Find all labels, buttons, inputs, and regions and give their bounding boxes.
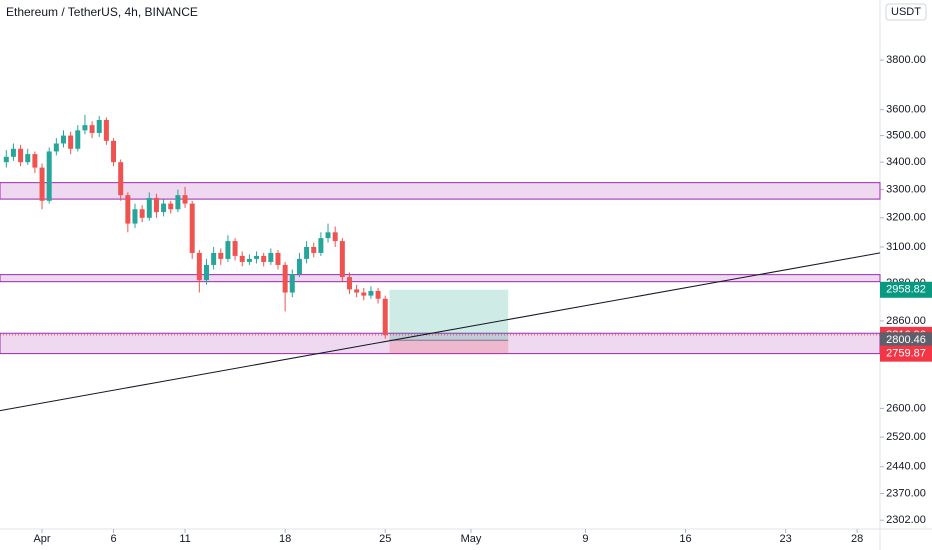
- x-tick-label: 25: [379, 533, 391, 545]
- x-tick-label: 28: [851, 533, 863, 545]
- candle-body: [268, 252, 274, 262]
- candle-body: [282, 264, 288, 293]
- x-tick-label: 18: [279, 533, 291, 545]
- candle-body: [232, 241, 238, 256]
- y-tick-label: 3200.00: [886, 212, 926, 224]
- position-stop: [389, 340, 509, 354]
- price-label: 2759.87: [886, 348, 926, 360]
- y-tick-label: 2370.00: [886, 487, 926, 499]
- y-tick-label: 3800.00: [886, 54, 926, 66]
- zone: [0, 274, 881, 283]
- candle-body: [25, 154, 31, 163]
- price-label: 2958.82: [886, 284, 926, 296]
- x-tick-label: 11: [179, 533, 190, 545]
- candle-body: [354, 289, 360, 293]
- candle-body: [132, 209, 138, 224]
- x-tick-label: Apr: [33, 533, 50, 545]
- candle-body: [168, 203, 174, 210]
- candle-body: [153, 197, 159, 213]
- candle-body: [189, 203, 195, 253]
- candle-body: [225, 241, 231, 259]
- candle-body: [139, 209, 145, 218]
- currency-label[interactable]: USDT: [891, 6, 921, 18]
- chart-title: Ethereum / TetherUS, 4h, BINANCE: [6, 5, 198, 19]
- candle-body: [254, 255, 260, 259]
- candle-body: [118, 162, 124, 196]
- candle-body: [68, 135, 74, 149]
- candle-body: [182, 195, 188, 204]
- candle-body: [368, 290, 374, 296]
- price-label-box: [880, 345, 932, 362]
- candle-body: [346, 277, 352, 290]
- candle-body: [60, 135, 66, 144]
- candle-body: [82, 125, 88, 131]
- position-target: [389, 289, 509, 341]
- zone: [0, 182, 881, 200]
- candle-body: [203, 264, 209, 281]
- candle-body: [146, 197, 152, 218]
- candle-body: [196, 252, 202, 281]
- y-tick-label: 3600.00: [886, 104, 926, 116]
- candle-body: [382, 298, 388, 335]
- candle-body: [339, 241, 345, 278]
- x-tick-label: 6: [110, 533, 116, 545]
- price-label-box: [880, 332, 932, 349]
- x-tick-label: 23: [779, 533, 791, 545]
- price-label-box: [880, 281, 932, 298]
- candle-body: [103, 119, 109, 141]
- price-label: 2800.46: [886, 334, 926, 346]
- candle-body: [53, 143, 59, 152]
- candle-body: [311, 246, 317, 253]
- trendline: [0, 252, 881, 412]
- candle-body: [89, 125, 95, 133]
- y-tick-label: 2440.00: [886, 461, 926, 473]
- candle-body: [275, 252, 281, 265]
- candle-body: [175, 195, 181, 210]
- candle-body: [239, 255, 245, 262]
- candle-body: [261, 255, 267, 262]
- y-tick-label: 2520.00: [886, 431, 926, 443]
- candle-body: [375, 290, 381, 299]
- currency-box[interactable]: [885, 3, 927, 21]
- candle-body: [46, 151, 52, 201]
- candle-body: [111, 140, 117, 163]
- candle-body: [32, 154, 38, 168]
- x-tick-label: 16: [679, 533, 691, 545]
- candle-body: [161, 203, 167, 213]
- y-tick-label: 3100.00: [886, 241, 926, 253]
- y-tick-label: 3500.00: [886, 129, 926, 141]
- candle-body: [318, 238, 324, 253]
- candle-body: [3, 156, 9, 163]
- candle-body: [325, 232, 331, 239]
- y-tick-label: 2860.00: [886, 315, 926, 327]
- y-tick-label: 3400.00: [886, 156, 926, 168]
- candle-body: [361, 292, 367, 296]
- y-tick-label: 3300.00: [886, 183, 926, 195]
- candle-body: [125, 195, 131, 224]
- x-tick-label: May: [461, 533, 482, 545]
- candle-body: [296, 258, 302, 275]
- y-tick-label: 2600.00: [886, 402, 926, 414]
- candle-body: [218, 252, 224, 259]
- candle-body: [39, 167, 45, 201]
- candle-body: [96, 119, 102, 133]
- candle-body: [332, 232, 338, 242]
- candle-body: [10, 148, 16, 157]
- candle-body: [75, 130, 81, 149]
- candle-body: [246, 258, 252, 262]
- candle-body: [18, 148, 24, 163]
- candle-body: [289, 274, 295, 293]
- x-tick-label: 9: [582, 533, 588, 545]
- y-tick-label: 2302.00: [886, 514, 926, 526]
- candle-body: [211, 252, 217, 265]
- candle-body: [304, 246, 310, 259]
